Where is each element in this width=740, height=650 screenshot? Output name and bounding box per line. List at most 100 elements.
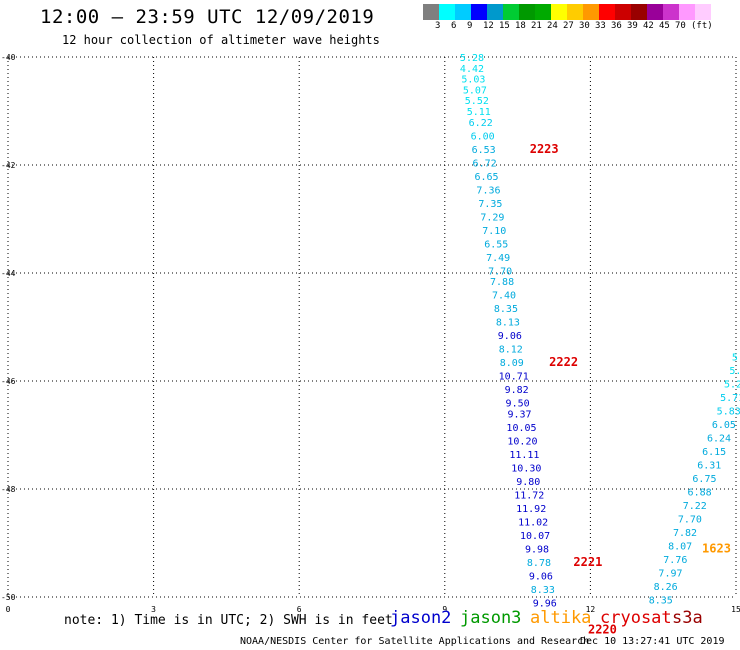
swh-value-label: 6.65	[474, 172, 498, 183]
swh-value-label: 4.42	[460, 64, 484, 75]
swh-value-label: 7.82	[673, 528, 697, 539]
color-swatch	[519, 4, 535, 20]
color-scale-label: 6	[451, 21, 457, 31]
swh-value-label: 8.13	[496, 318, 520, 329]
color-scale-label: 9	[467, 21, 473, 31]
swh-value-label: 9.96	[533, 598, 557, 609]
color-scale-label: 39	[627, 21, 638, 31]
swh-value-label: 5.6	[732, 353, 740, 364]
swh-value-label: 5.03	[461, 75, 485, 86]
swh-value-label: 5.11	[467, 107, 491, 118]
swh-value-label: 7.36	[476, 185, 500, 196]
color-swatch	[551, 4, 567, 20]
swh-value-label: 5.1	[729, 366, 740, 377]
x-tick-label: 15	[731, 605, 740, 614]
x-tick-label: 12	[586, 605, 596, 614]
color-scale-label: 33	[595, 21, 606, 31]
color-swatch	[439, 4, 455, 20]
color-swatch	[615, 4, 631, 20]
legend-item-s3a: s3a	[672, 608, 703, 628]
swh-value-label: 8.07	[668, 542, 692, 553]
swh-value-label: 7.22	[683, 501, 707, 512]
swh-value-label: 10.05	[506, 423, 536, 434]
swh-value-label: 7.70	[678, 515, 702, 526]
swh-value-label: 8.12	[499, 345, 523, 356]
color-swatch	[599, 4, 615, 20]
color-scale-bar	[423, 4, 711, 20]
y-tick-label: -50	[1, 593, 16, 602]
swh-value-label: 5.07	[463, 85, 487, 96]
swh-value-label: 6.55	[484, 239, 508, 250]
swh-value-label: 8.33	[531, 585, 555, 596]
color-scale-label: 21	[531, 21, 542, 31]
swh-value-label: 10.30	[511, 463, 541, 474]
swh-value-label: 8.78	[527, 558, 551, 569]
swh-value-label: 5.28	[460, 53, 484, 64]
color-scale-label: 15	[499, 21, 510, 31]
swh-value-label: 11.11	[509, 450, 539, 461]
swh-value-label: 7.40	[492, 291, 516, 302]
color-swatch	[535, 4, 551, 20]
color-swatch	[503, 4, 519, 20]
swh-value-label: 9.37	[507, 409, 531, 420]
swh-value-label: 6.15	[702, 447, 726, 458]
x-tick-label: 9	[442, 605, 447, 614]
y-tick-label: -48	[1, 485, 16, 494]
legend-item-cryosat: cryosat	[600, 608, 672, 628]
color-swatch	[455, 4, 471, 20]
pass-id-label: 2222	[549, 355, 578, 369]
swh-value-label: 5.52	[465, 96, 489, 107]
color-swatch	[679, 4, 695, 20]
chart-subtitle: 12 hour collection of altimeter wave hei…	[62, 33, 380, 47]
swh-value-label: 10.20	[507, 436, 537, 447]
swh-value-label: 10.07	[520, 531, 550, 542]
color-scale-label: 3	[435, 21, 441, 31]
color-swatch	[487, 4, 503, 20]
x-tick-label: 3	[151, 605, 156, 614]
swh-value-label: 5.83	[717, 407, 740, 418]
color-scale-label: 24	[547, 21, 558, 31]
color-swatch	[423, 4, 439, 20]
color-swatch	[695, 4, 711, 20]
swh-value-label: 6.05	[712, 420, 736, 431]
color-swatch	[663, 4, 679, 20]
legend-item-jason3: jason3	[460, 608, 522, 628]
color-scale-label: (ft)	[691, 21, 713, 31]
footer-credit: NOAA/NESDIS Center for Satellite Applica…	[240, 636, 590, 647]
swh-value-label: 7.49	[486, 253, 510, 264]
swh-value-label: 6.53	[472, 145, 496, 156]
y-tick-label: -46	[1, 377, 16, 386]
swh-value-label: 6.24	[707, 434, 731, 445]
swh-value-label: 7.29	[480, 212, 504, 223]
color-scale-label: 27	[563, 21, 574, 31]
swh-value-label: 8.26	[654, 582, 678, 593]
pass-id-label: 1623	[702, 541, 731, 555]
swh-value-label: 7.10	[482, 226, 506, 237]
color-scale-label: 36	[611, 21, 622, 31]
color-swatch	[567, 4, 583, 20]
swh-value-label: 9.06	[498, 331, 522, 342]
swh-value-label: 9.98	[525, 544, 549, 555]
color-scale-label: 70	[675, 21, 686, 31]
color-scale-labels: 3 6 9 12 15 18 21 24 27 30 33 36 39 42 45 70 (ft)	[423, 21, 740, 33]
swh-value-label: 11.02	[518, 517, 548, 528]
color-swatch	[647, 4, 663, 20]
swh-value-label: 6.31	[697, 461, 721, 472]
color-swatch	[631, 4, 647, 20]
color-swatch	[583, 4, 599, 20]
color-scale-label: 12	[483, 21, 494, 31]
pass-id-label: 2223	[530, 142, 559, 156]
swh-value-label: 7.76	[663, 555, 687, 566]
swh-value-label: 7.70	[488, 266, 512, 277]
swh-value-label: 9.06	[529, 571, 553, 582]
swh-value-label: 9.80	[516, 477, 540, 488]
swh-value-label: 8.35	[494, 304, 518, 315]
chart-title: 12:00 – 23:59 UTC 12/09/2019	[40, 6, 375, 28]
swh-value-label: 8.35	[649, 596, 673, 607]
legend-item-altika: altika	[530, 608, 592, 628]
swh-value-label: 6.88	[688, 488, 712, 499]
swh-value-label: 6.00	[471, 131, 495, 142]
color-scale-label: 18	[515, 21, 526, 31]
color-scale-label: 30	[579, 21, 590, 31]
